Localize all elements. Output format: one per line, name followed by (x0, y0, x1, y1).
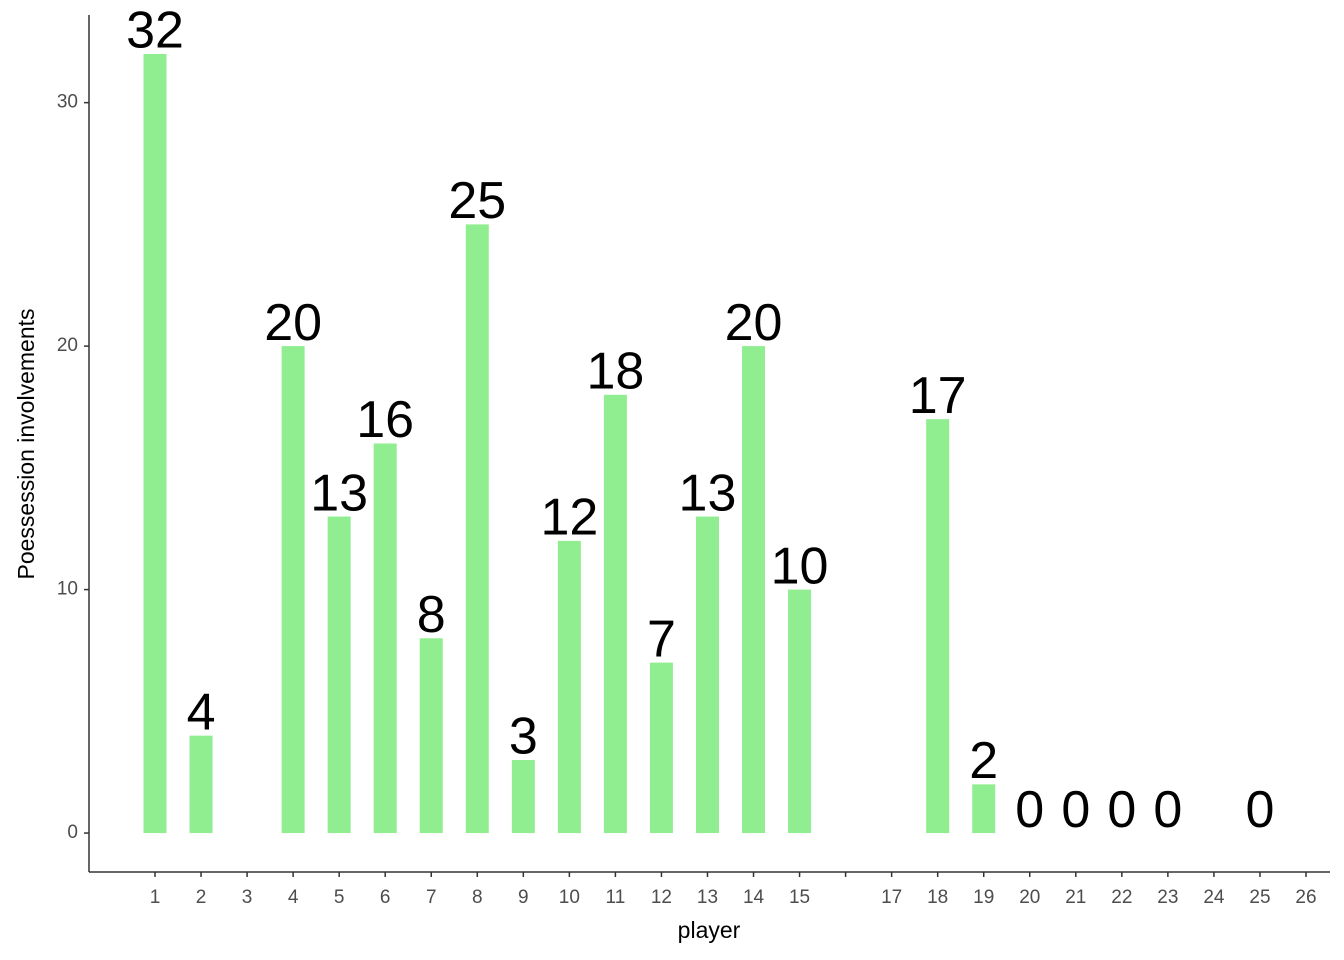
x-tick-label: 9 (518, 887, 529, 908)
value-label: 18 (586, 343, 644, 401)
bar (189, 735, 213, 834)
x-tick-label: 24 (1203, 887, 1225, 908)
value-label: 2 (969, 732, 998, 790)
value-label: 16 (356, 391, 414, 449)
x-axis-title: player (678, 917, 741, 943)
value-label: 0 (1153, 781, 1182, 839)
value-label: 0 (1107, 781, 1136, 839)
x-tick-label: 23 (1157, 887, 1178, 908)
x-tick-label: 1 (150, 887, 161, 908)
x-tick-label: 12 (651, 887, 672, 908)
x-tick-label: 8 (472, 887, 483, 908)
y-tick-label: 10 (57, 579, 78, 600)
value-label: 0 (1061, 781, 1090, 839)
bar (649, 662, 673, 834)
x-tick-label: 19 (973, 887, 994, 908)
x-tick-label: 2 (196, 887, 207, 908)
bar (511, 760, 535, 834)
value-label: 20 (725, 294, 783, 352)
x-tick-label: 20 (1019, 887, 1040, 908)
value-label: 12 (540, 489, 598, 547)
bar (373, 443, 397, 834)
bar (695, 516, 719, 834)
x-tick-label: 15 (789, 887, 810, 908)
bar (281, 346, 305, 834)
bar (327, 516, 351, 834)
value-label: 7 (647, 610, 676, 668)
bar (557, 540, 581, 834)
x-tick-label: 21 (1065, 887, 1086, 908)
x-tick-label: 6 (380, 887, 391, 908)
x-tick-label: 11 (606, 887, 626, 908)
bar (788, 589, 812, 834)
x-tick-label: 22 (1111, 887, 1132, 908)
x-tick-label: 10 (559, 887, 580, 908)
value-label: 25 (448, 172, 506, 230)
value-label: 3 (509, 708, 538, 766)
x-tick-label: 17 (881, 887, 902, 908)
y-tick-label: 30 (57, 92, 78, 113)
bar (143, 53, 167, 834)
bar (603, 394, 627, 834)
x-tick-label: 14 (743, 887, 765, 908)
bar (926, 419, 950, 834)
y-tick-label: 0 (67, 822, 78, 843)
x-tick-label: 5 (334, 887, 345, 908)
x-tick-label: 18 (927, 887, 948, 908)
x-tick-label: 13 (697, 887, 718, 908)
value-label: 20 (264, 294, 322, 352)
x-tick-label: 4 (288, 887, 299, 908)
bar (465, 224, 489, 834)
value-label: 13 (310, 464, 368, 522)
y-tick-label: 20 (57, 335, 78, 356)
value-label: 13 (679, 464, 737, 522)
x-tick-label: 26 (1295, 887, 1316, 908)
value-label: 0 (1015, 781, 1044, 839)
value-label: 0 (1245, 781, 1274, 839)
value-label: 32 (126, 2, 184, 60)
value-label: 4 (187, 683, 216, 741)
value-label: 17 (909, 367, 967, 425)
bar (419, 638, 443, 834)
y-axis-title: Poessession involvements (13, 308, 39, 579)
x-tick-label: 25 (1249, 887, 1270, 908)
x-tick-label: 7 (426, 887, 437, 908)
value-label: 8 (417, 586, 446, 644)
bar (972, 784, 996, 834)
x-tick-label: 3 (242, 887, 253, 908)
value-label: 10 (771, 537, 829, 595)
bar (742, 346, 766, 834)
